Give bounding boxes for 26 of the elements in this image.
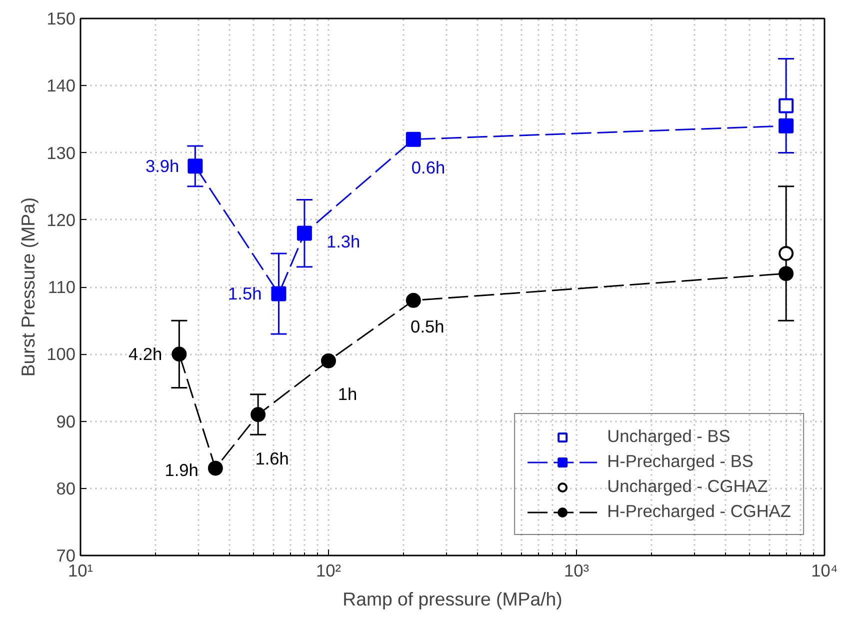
annotation: 4.2h bbox=[128, 344, 162, 364]
annotation: 1.5h bbox=[228, 284, 262, 304]
y-tick-label: 110 bbox=[48, 277, 76, 297]
annotation: 0.5h bbox=[410, 316, 444, 336]
legend-label: H-Precharged - BS bbox=[607, 451, 754, 472]
y-tick-label: 100 bbox=[46, 344, 76, 364]
legend-label: H-Precharged - CGHAZ bbox=[607, 501, 791, 522]
annotation: 1.9h bbox=[164, 460, 198, 480]
legend-label: Uncharged - CGHAZ bbox=[607, 476, 768, 497]
y-tick-label: 80 bbox=[56, 478, 76, 498]
annotation: 1h bbox=[338, 384, 358, 404]
x-tick-label: 10² bbox=[316, 560, 342, 580]
annotation: 3.9h bbox=[145, 156, 180, 176]
annotation: 0.6h bbox=[411, 157, 446, 178]
y-tick-label: 130 bbox=[46, 142, 76, 163]
annotation: 1.6h bbox=[255, 448, 289, 469]
y-tick-label: 90 bbox=[56, 411, 76, 432]
y-tick-label: 150 bbox=[46, 8, 76, 28]
x-axis-title: Ramp of pressure (MPa/h) bbox=[342, 588, 562, 610]
y-axis-title: Burst Pressure (MPa) bbox=[18, 197, 39, 377]
annotation: 1.3h bbox=[326, 231, 360, 252]
x-tick-label: 10⁴ bbox=[811, 560, 838, 580]
legend-label: Uncharged - BS bbox=[607, 426, 730, 447]
y-tick-label: 140 bbox=[46, 76, 76, 96]
y-tick-label: 120 bbox=[46, 210, 76, 230]
x-tick-label: 10³ bbox=[564, 560, 590, 580]
